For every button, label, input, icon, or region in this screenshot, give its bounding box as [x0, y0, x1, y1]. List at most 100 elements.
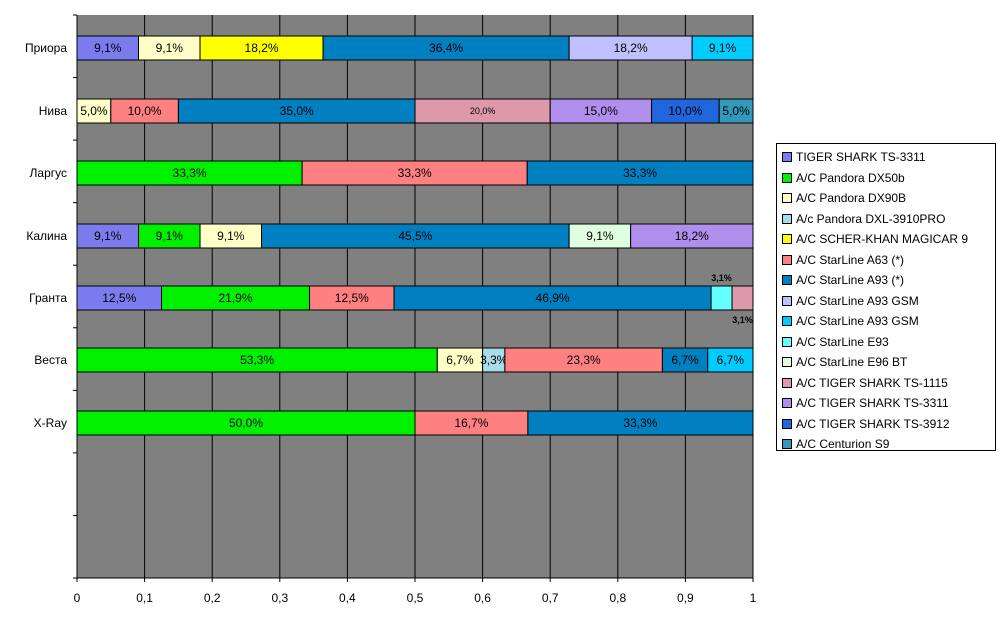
legend-label: A/C TIGER SHARK TS-3912	[796, 416, 950, 431]
bar-segment	[138, 223, 201, 249]
legend-item: A/c Pandora DXL-3910PRO	[782, 209, 995, 230]
bar-segment	[526, 160, 754, 186]
bar-segment	[436, 347, 484, 373]
legend-item: A/C StarLine E93	[782, 332, 995, 353]
legend-swatch	[782, 336, 792, 347]
chart-legend: TIGER SHARK TS-3311 A/C Pandora DX50b A/C …	[776, 143, 996, 451]
category-label: Калина	[26, 229, 67, 243]
category-label: Ларгус	[30, 166, 67, 180]
data-label: 9,1%	[156, 41, 184, 55]
data-label: 18,2%	[675, 229, 709, 243]
legend-label: A/C Pandora DX90B	[796, 191, 907, 206]
data-label: 6,7%	[717, 353, 745, 367]
data-label: 33,3%	[623, 166, 657, 180]
x-tick-label: 0,8	[609, 591, 626, 605]
data-label: 50,0%	[229, 416, 263, 430]
bar-segment	[177, 98, 416, 124]
legend-item: A/C Pandora DX90B	[782, 188, 995, 209]
data-label: 3,1%	[732, 315, 753, 325]
bar-segment	[76, 410, 416, 436]
bar-segment	[661, 347, 709, 373]
data-label: 3,3%	[480, 353, 508, 367]
bar-segment	[322, 35, 570, 61]
bar-segment	[138, 35, 201, 61]
legend-label: A/c Pandora DXL-3910PRO	[796, 211, 946, 226]
legend-swatch	[782, 439, 792, 450]
legend-label: A/C Pandora DX50b	[796, 170, 905, 185]
legend-label: A/C StarLine A63 (*)	[796, 252, 905, 267]
x-tick-label: 0	[74, 591, 81, 605]
legend-swatch	[782, 193, 792, 204]
legend-swatch	[782, 275, 792, 286]
category-label: Веста	[34, 353, 67, 367]
data-label: 9,1%	[709, 41, 737, 55]
data-label: 9,1%	[94, 229, 122, 243]
data-label: 12,5%	[335, 291, 369, 305]
data-label: 12,5%	[102, 291, 136, 305]
legend-item: A/C Centurion S9	[782, 434, 995, 455]
x-tick-label: 0,2	[204, 591, 221, 605]
data-label: 6,7%	[671, 353, 699, 367]
bar-segment	[76, 160, 303, 186]
legend-label: A/C StarLine A93 GSM	[796, 293, 919, 308]
bar-segment	[527, 410, 754, 436]
data-label: 18,2%	[614, 41, 648, 55]
bar-segment	[504, 347, 663, 373]
legend-label: A/C TIGER SHARK TS-1115	[796, 375, 948, 390]
legend-swatch	[782, 418, 792, 429]
x-tick-label: 0,9	[677, 591, 694, 605]
legend-item: A/C TIGER SHARK TS-3311	[782, 393, 995, 414]
legend-swatch	[782, 213, 792, 224]
legend-label: A/C TIGER SHARK TS-3311	[796, 396, 949, 411]
bar-segment	[309, 285, 395, 311]
legend-swatch	[782, 295, 792, 306]
data-label: 9,1%	[156, 229, 184, 243]
data-label: 5,0%	[722, 104, 750, 118]
category-label: Приора	[25, 41, 67, 55]
legend-item: A/C TIGER SHARK TS-1115	[782, 373, 995, 394]
legend-item: TIGER SHARK TS-3311	[782, 147, 995, 168]
data-label: 5,0%	[80, 104, 108, 118]
legend-swatch	[782, 172, 792, 183]
legend-label: A/C StarLine A93 GSM	[796, 314, 919, 329]
legend-item: A/C Pandora DX50b	[782, 168, 995, 189]
data-label: 33,3%	[623, 416, 657, 430]
x-tick-label: 0,6	[474, 591, 491, 605]
data-label: 9,1%	[586, 229, 614, 243]
category-label: Нива	[39, 104, 68, 118]
x-tick-label: 0,3	[271, 591, 288, 605]
data-label: 35,0%	[280, 104, 314, 118]
legend-swatch	[782, 398, 792, 409]
x-tick-label: 0,7	[542, 591, 559, 605]
bar-segment	[691, 35, 754, 61]
legend-swatch	[782, 357, 792, 368]
data-label: 23,3%	[567, 353, 601, 367]
legend-item: A/C StarLine A93 GSM	[782, 291, 995, 312]
bar-segment	[568, 223, 632, 249]
legend-swatch	[782, 254, 792, 265]
legend-label: TIGER SHARK TS-3311	[796, 150, 926, 165]
legend-label: A/C StarLine A93 (*)	[796, 273, 905, 288]
data-label: 20,0%	[470, 106, 496, 116]
legend-item: A/C StarLine E96 BT	[782, 352, 995, 373]
x-tick-label: 0,5	[407, 591, 424, 605]
data-label: 46,9%	[536, 291, 570, 305]
data-label: 6,7%	[446, 353, 474, 367]
category-label: Гранта	[29, 291, 67, 305]
bar-segment	[630, 223, 754, 249]
legend-item: A/C TIGER SHARK TS-3912	[782, 414, 995, 435]
legend-label: A/C Centurion S9	[796, 437, 890, 452]
data-label: 18,2%	[245, 41, 279, 55]
legend-label: A/C StarLine E93	[796, 334, 889, 349]
x-tick-label: 1	[750, 591, 757, 605]
data-label: 16,7%	[454, 416, 488, 430]
bar-segment	[651, 98, 720, 124]
legend-swatch	[782, 316, 792, 327]
bar-segment	[414, 98, 551, 124]
legend-swatch	[782, 234, 792, 245]
data-label: 10,0%	[668, 104, 702, 118]
bar-segment	[568, 35, 693, 61]
data-label: 36,4%	[429, 41, 463, 55]
legend-label: A/C SCHER-KHAN MAGICAR 9	[796, 232, 969, 247]
